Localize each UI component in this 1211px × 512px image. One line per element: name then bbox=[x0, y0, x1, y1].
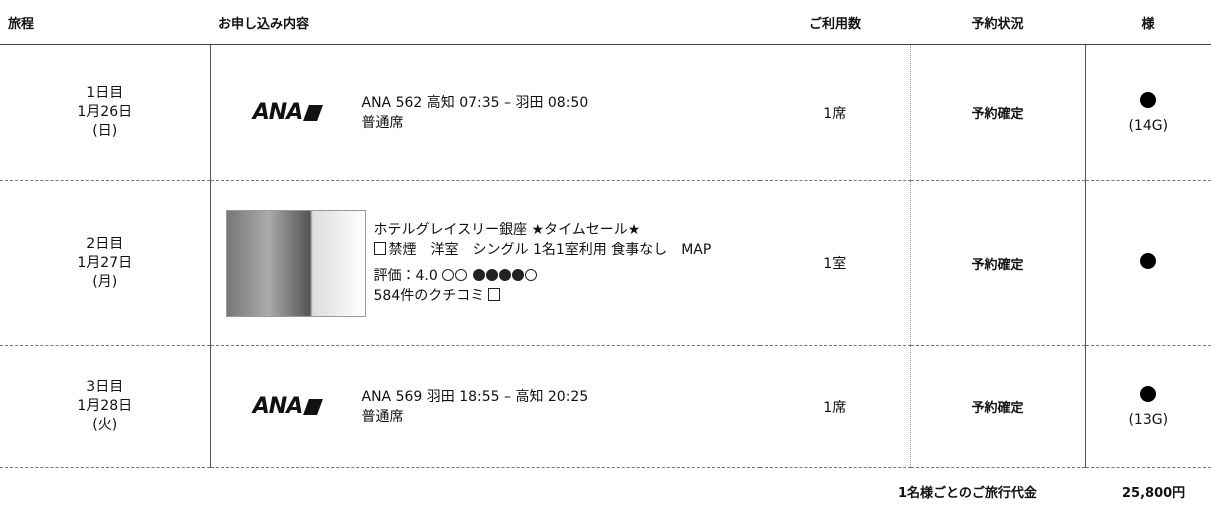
logo-text: ANA bbox=[252, 394, 303, 419]
rating: 評価：4.0 bbox=[373, 268, 438, 284]
weekday: (火) bbox=[92, 417, 118, 433]
airline-logo: ANA bbox=[212, 100, 362, 125]
seat-dot bbox=[1140, 91, 1157, 108]
seat-number: (14G) bbox=[1128, 117, 1169, 134]
flight: ANA 569 羽田 18:55 – 高知 20:25 bbox=[361, 388, 589, 405]
reviews-line[interactable]: 584件のクチコミ bbox=[374, 286, 744, 306]
hotel-name: ホテルグレイスリー銀座 ★タイムセール★ bbox=[373, 222, 641, 238]
hotel-info: ホテルグレイスリー銀座 ★タイムセール★ 禁煙 洋室 シングル 1名1室利用 食事… bbox=[373, 220, 744, 306]
total-label: 1名様ごとのご旅行代金 bbox=[898, 486, 1037, 501]
row: 2日目 1月27日 (月) ホテルグレイスリー銀座 ★タイムセール★ 禁煙 洋室 シン… bbox=[0, 180, 1211, 346]
room-text: 禁煙 洋室 シングル 1名1室利用 食事なし MAP bbox=[388, 242, 712, 258]
total-amount: 25,800円 bbox=[1122, 486, 1186, 501]
itinerary-table: 旅程 お申し込み内容 ご利用数 予約状況 様 1日目 1月26日 (日) ANA AN… bbox=[0, 0, 1211, 468]
content-cell: ANA ANA 562 高知 07:35 – 羽田 08:50 普通席 bbox=[210, 44, 760, 181]
header-row: 旅程 お申し込み内容 ご利用数 予約状況 様 bbox=[0, 0, 1211, 45]
header-cell: 予約状況 bbox=[910, 0, 1085, 45]
weekday: (月) bbox=[92, 273, 118, 290]
day-cell: 3日目 1月28日 (火) bbox=[0, 345, 211, 468]
status: 予約確定 bbox=[909, 180, 1085, 346]
date: 1月26日 bbox=[77, 104, 133, 120]
seat-cell bbox=[1084, 180, 1211, 346]
seat-dot bbox=[1140, 253, 1157, 269]
header-cell: お申し込み内容 bbox=[210, 0, 760, 45]
seat-number: (13G) bbox=[1128, 411, 1169, 428]
seat-dot bbox=[1140, 385, 1157, 402]
seat-class: 普通席 bbox=[361, 114, 404, 131]
day-cell: 2日目 1月27日 (月) bbox=[0, 180, 211, 346]
status: 予約確定 bbox=[909, 44, 1085, 181]
count: 1席 bbox=[760, 44, 910, 181]
status: 予約確定 bbox=[909, 345, 1085, 468]
rating-line: 評価：4.0 bbox=[374, 266, 744, 286]
hotel-photo bbox=[225, 209, 366, 317]
logo-text: ANA bbox=[252, 100, 303, 125]
day-cell: 1日目 1月26日 (日) bbox=[0, 44, 211, 181]
flight-info: ANA 569 羽田 18:55 – 高知 20:25 普通席 bbox=[362, 387, 589, 427]
day: 3日目 bbox=[86, 379, 124, 395]
flight: ANA 562 高知 07:35 – 羽田 08:50 bbox=[361, 94, 589, 111]
row: 1日目 1月26日 (日) ANA ANA 562 高知 07:35 – 羽田 08:… bbox=[0, 44, 1211, 181]
reviews[interactable]: 584件のクチコミ bbox=[373, 288, 485, 304]
row: 3日目 1月28日 (火) ANA ANA 569 羽田 18:55 – 高知 20:… bbox=[0, 345, 1211, 468]
room: 禁煙 洋室 シングル 1名1室利用 食事なし MAP bbox=[373, 240, 744, 260]
count: 1室 bbox=[760, 180, 910, 346]
weekday: (日) bbox=[92, 123, 118, 139]
date: 1月27日 bbox=[77, 254, 133, 271]
seat-class: 普通席 bbox=[361, 408, 404, 425]
content-cell: ANA ANA 569 羽田 18:55 – 高知 20:25 普通席 bbox=[210, 345, 760, 468]
date: 1月28日 bbox=[77, 398, 133, 414]
day: 2日目 bbox=[86, 235, 124, 252]
count: 1席 bbox=[760, 345, 910, 468]
seat-cell: (13G) bbox=[1084, 345, 1211, 468]
header-cell: 様 bbox=[1085, 0, 1211, 45]
airline-logo: ANA bbox=[212, 394, 362, 419]
content-cell: ホテルグレイスリー銀座 ★タイムセール★ 禁煙 洋室 シングル 1名1室利用 食事… bbox=[210, 180, 760, 346]
flight-info: ANA 562 高知 07:35 – 羽田 08:50 普通席 bbox=[362, 93, 589, 133]
seat-cell: (14G) bbox=[1084, 44, 1211, 181]
day: 1日目 bbox=[86, 85, 124, 101]
header-cell: ご利用数 bbox=[760, 0, 910, 45]
header-cell: 旅程 bbox=[0, 0, 210, 45]
